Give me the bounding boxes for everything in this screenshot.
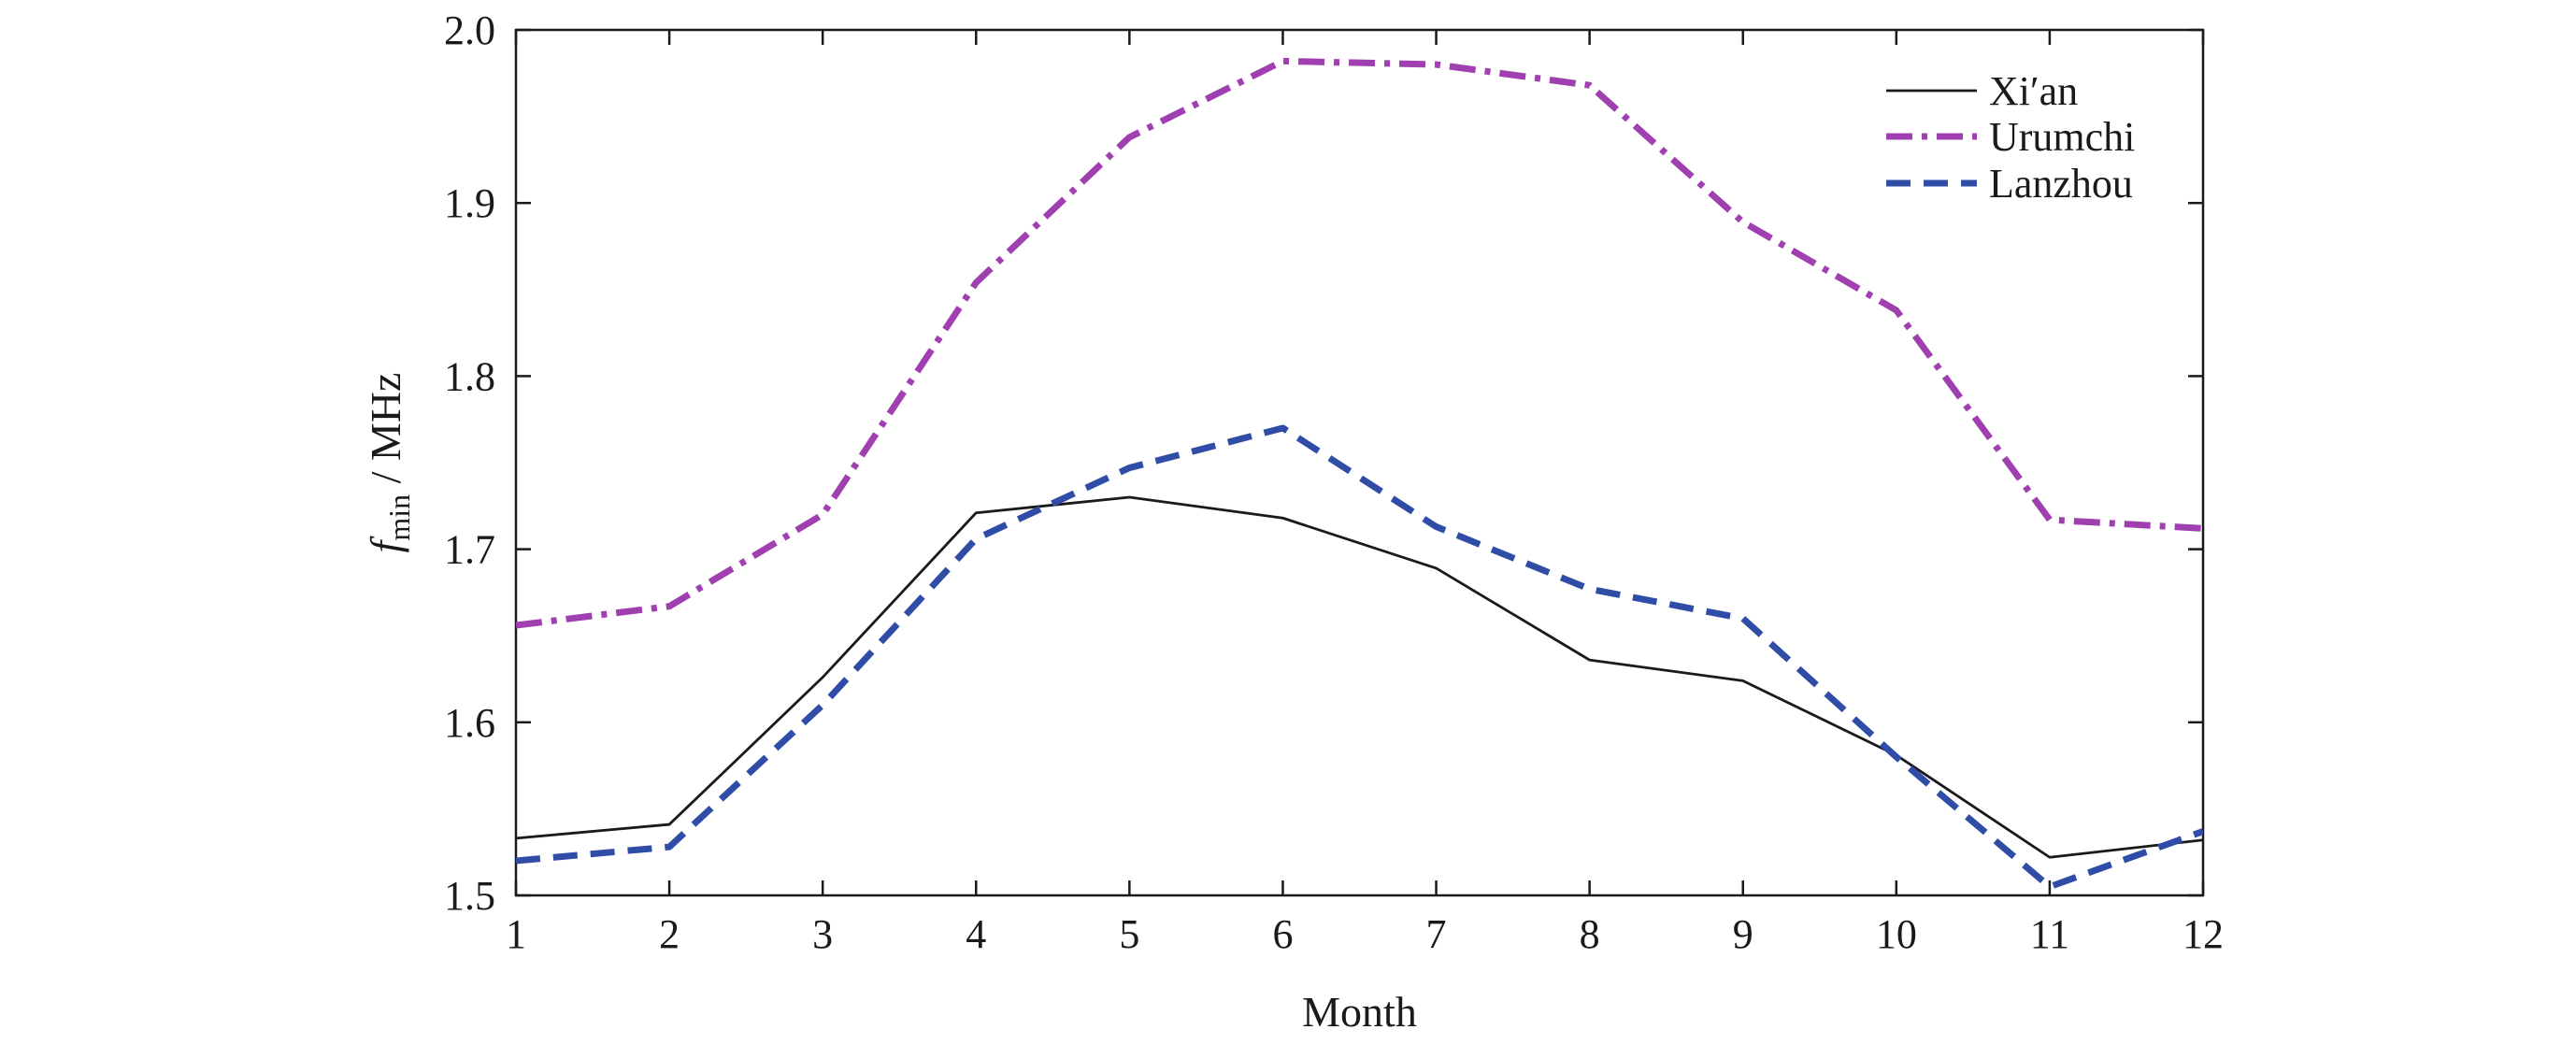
y-tick-label: 1.5 [444,873,495,919]
y-tick-label: 1.7 [444,527,495,573]
series-line-urumchi [516,57,2203,629]
x-tick-label: 4 [966,911,986,957]
series-line-xian [516,495,2203,859]
y-axis-title-unit: / MHz [362,373,409,494]
series-line-lanzhou [516,424,2203,891]
x-axis-title: Month [1302,988,1417,1036]
y-axis-title: fmin / MHz [362,373,416,553]
x-tick-label: 8 [1580,911,1600,957]
x-tick-label: 6 [1272,911,1293,957]
legend-label: Urumchi [1989,114,2135,160]
x-tick-label: 10 [1876,911,1917,957]
x-tick-label: 2 [659,911,680,957]
legend-label: Xi′an [1989,68,2078,114]
x-tick-label: 9 [1733,911,1753,957]
plot-frame [514,28,2205,897]
x-tick-label: 1 [506,911,526,957]
x-tick-label: 12 [2182,911,2224,957]
plot-area: 1 2 3 4 5 6 7 8 9 10 11 121.51.61.71.81.92.0Monthfm… [362,7,2224,1036]
x-tick-label: 7 [1426,911,1447,957]
y-tick-label: 1.8 [444,353,495,399]
legend-label: Lanzhou [1989,161,2133,207]
y-tick-label: 1.6 [444,700,495,746]
x-tick-label: 5 [1119,911,1139,957]
x-tick-label: 3 [812,911,833,957]
y-axis-title-subscript: min [382,494,416,541]
y-tick-label: 1.9 [444,180,495,226]
y-tick-label: 2.0 [444,7,495,53]
x-tick-label: 11 [2030,911,2069,957]
